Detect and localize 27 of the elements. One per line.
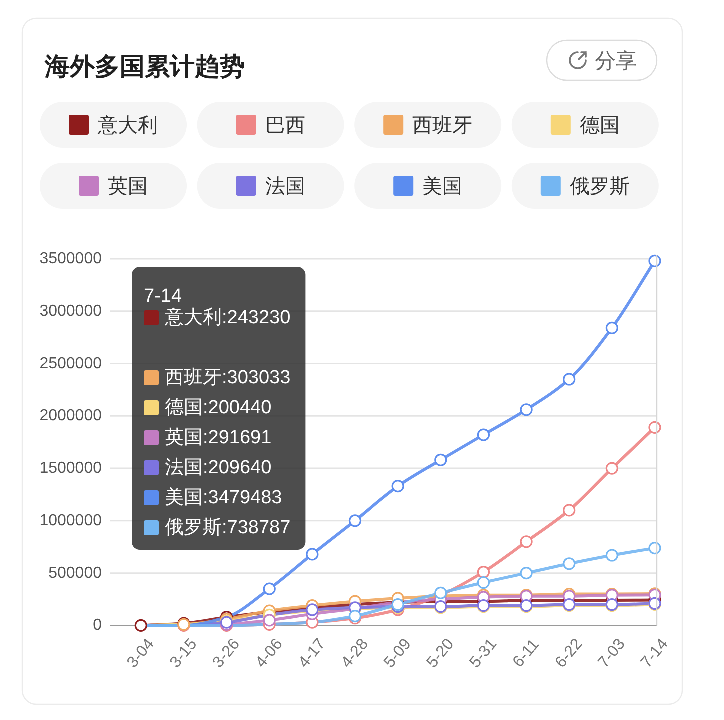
legend-label: 英国 xyxy=(108,176,148,198)
tooltip-title: 7-14 xyxy=(144,286,182,307)
y-tick-label: 3000000 xyxy=(40,302,102,320)
legend-label: 巴西 xyxy=(265,115,306,137)
y-tick-label: 0 xyxy=(93,617,102,634)
y-tick-label: 3500000 xyxy=(40,250,102,268)
tooltip-label: 英国:291691 xyxy=(165,428,272,448)
y-tick-label: 1500000 xyxy=(40,460,102,478)
tooltip-label: 法国:209640 xyxy=(165,458,272,478)
legend-label: 意大利 xyxy=(98,115,158,137)
tooltip-label: 美国:3479483 xyxy=(165,488,282,508)
tooltip-label: 西班牙:303033 xyxy=(165,368,291,388)
legend-label: 法国 xyxy=(265,176,306,198)
legend-label: 美国 xyxy=(422,176,463,198)
tooltip-label: 德国:200440 xyxy=(165,398,272,418)
y-tick-label: 2000000 xyxy=(40,408,102,425)
y-tick-label: 2500000 xyxy=(40,355,102,372)
legend-label: 西班牙 xyxy=(412,115,473,137)
legend-label: 俄罗斯 xyxy=(570,176,630,198)
tooltip-label: 意大利:243230 xyxy=(165,308,291,328)
x-tick-label: 6-11 xyxy=(510,636,543,671)
y-tick-label: 1000000 xyxy=(40,512,102,530)
title: 海外多国累计趋势 xyxy=(45,53,245,81)
button-label: 分享 xyxy=(595,50,637,73)
legend-label: 德国 xyxy=(580,115,620,137)
tooltip-label: 俄罗斯:738787 xyxy=(165,518,291,538)
y-tick-label: 500000 xyxy=(48,564,102,582)
